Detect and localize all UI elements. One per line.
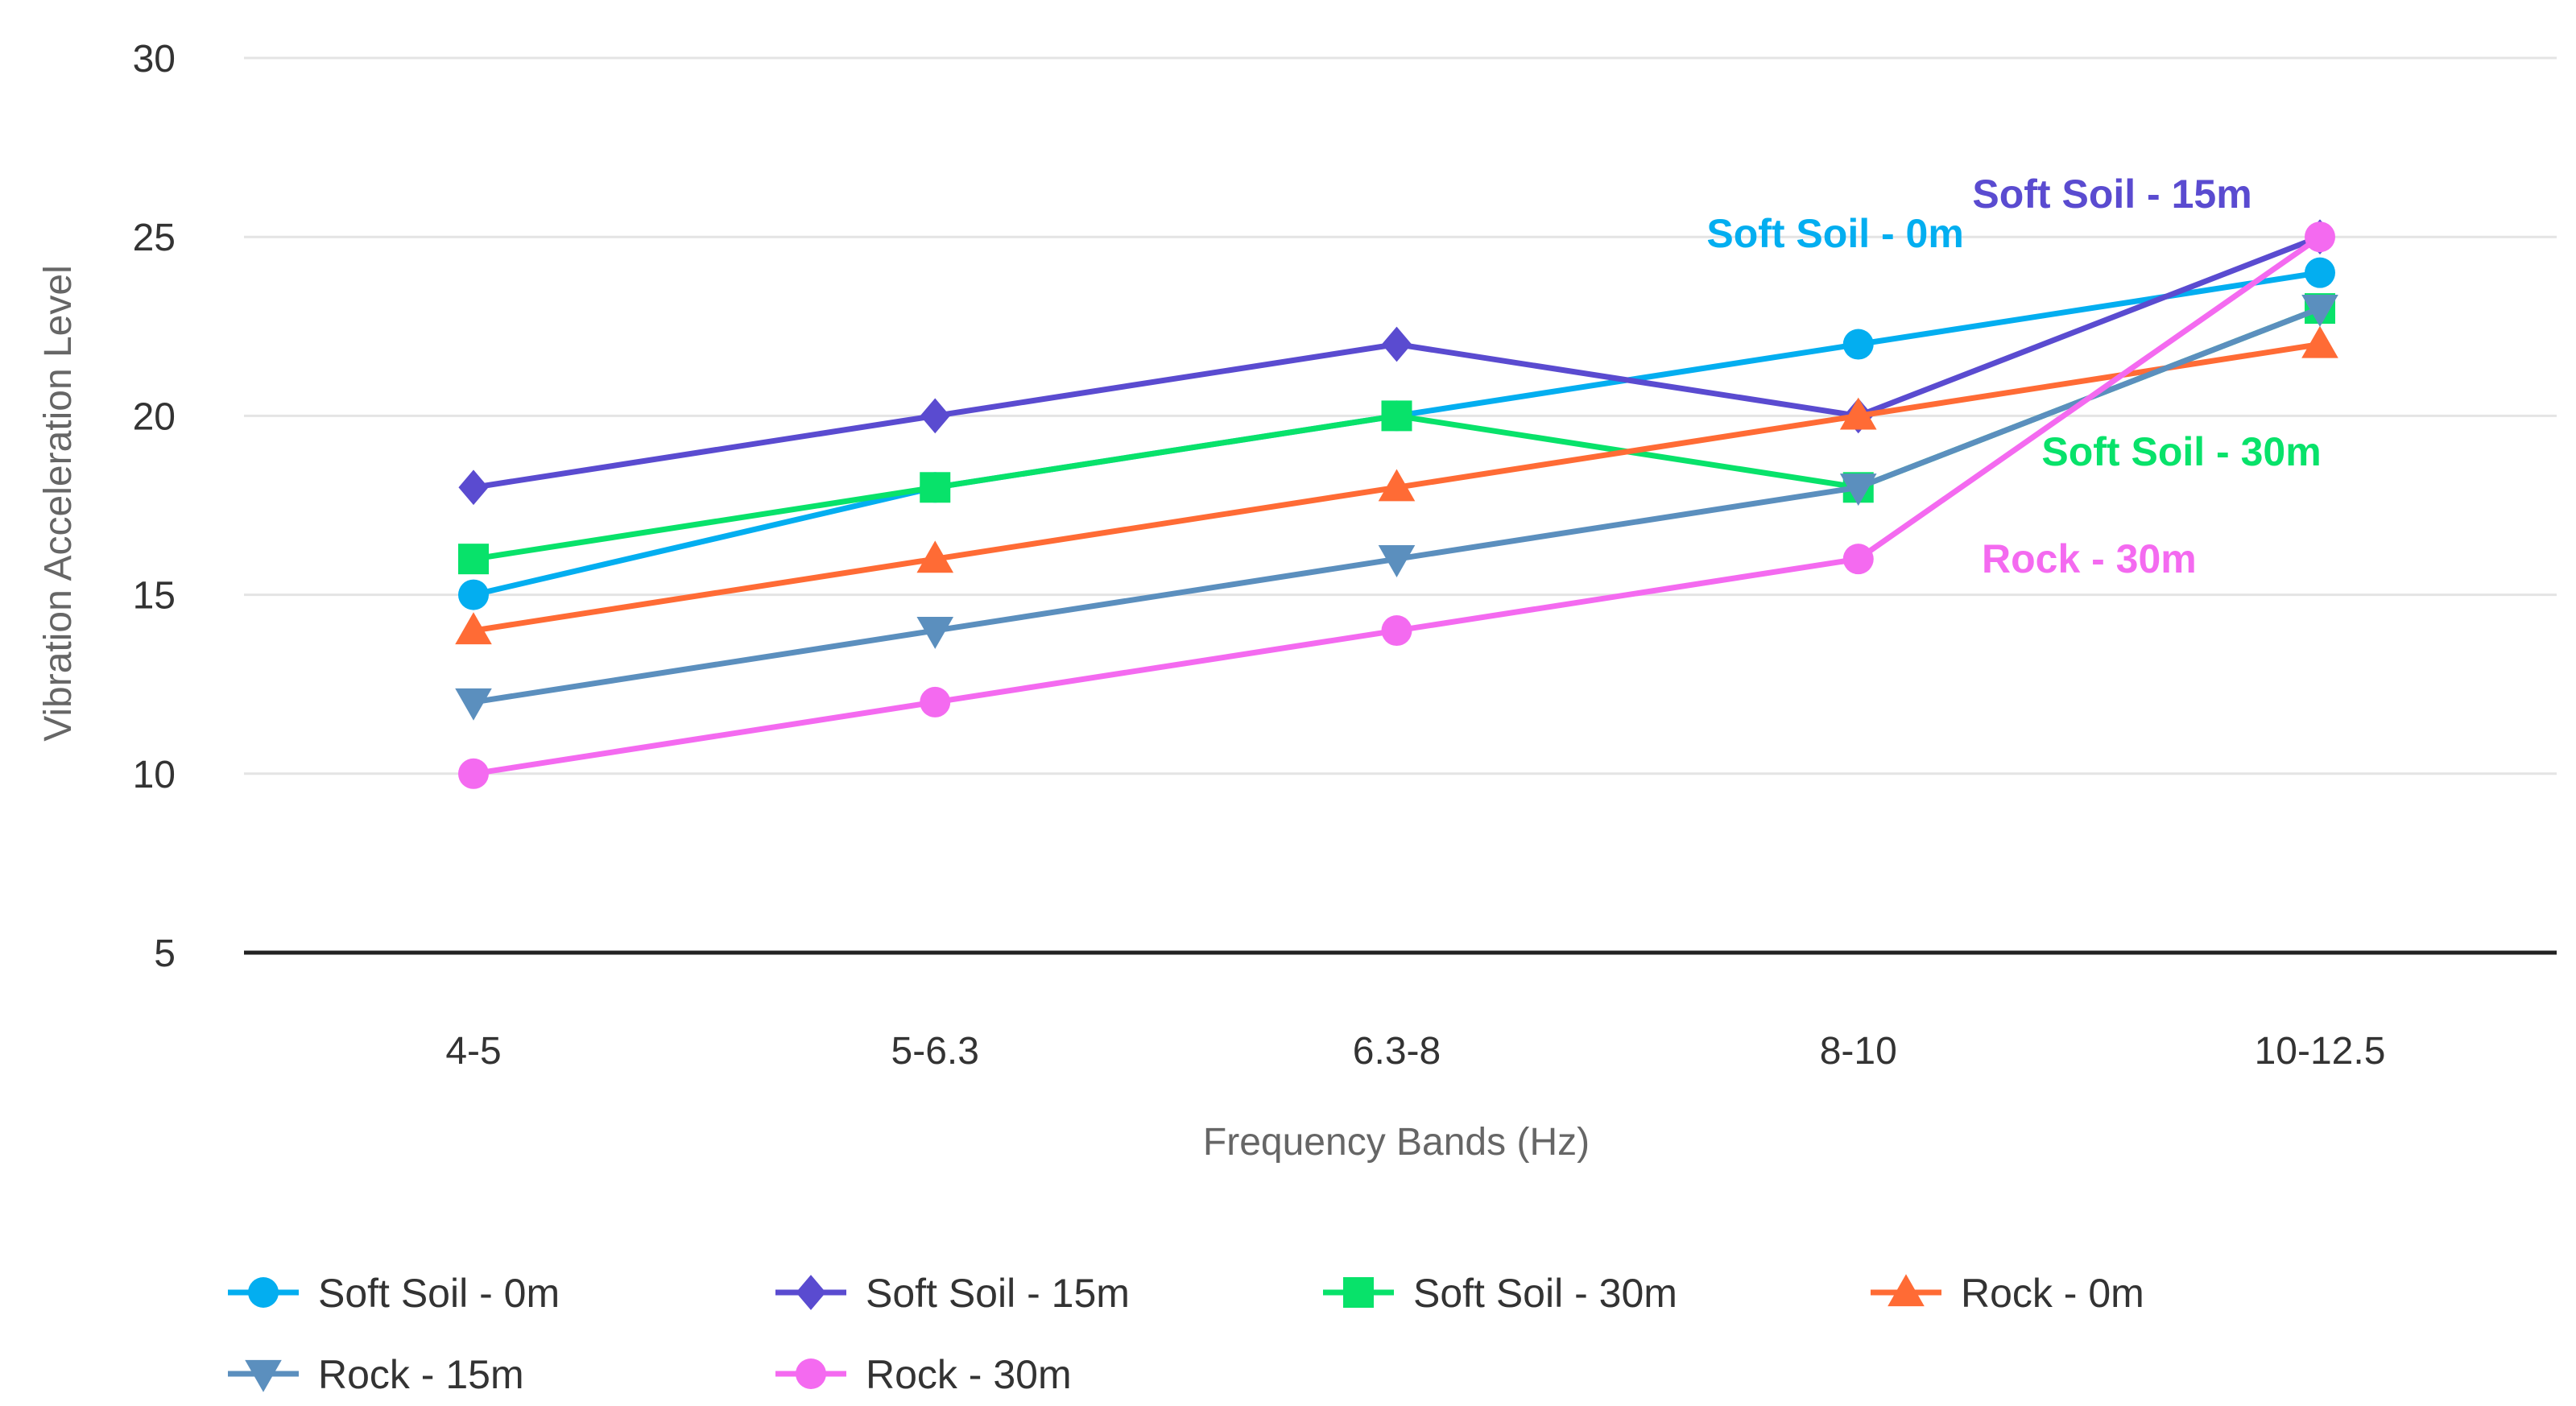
data-point: [455, 688, 492, 721]
data-point: [1842, 329, 1874, 360]
legend-label: Soft Soil - 0m: [318, 1271, 560, 1316]
legend-marker: [1343, 1277, 1374, 1308]
legend-item[interactable]: Rock - 15m: [228, 1352, 524, 1397]
data-point: [1378, 545, 1416, 577]
legend-marker: [245, 1359, 282, 1392]
legend-marker: [796, 1275, 826, 1310]
legend-item[interactable]: Rock - 0m: [1871, 1271, 2144, 1316]
data-point: [1842, 544, 1874, 575]
legend-item[interactable]: Rock - 30m: [775, 1352, 1072, 1397]
data-point: [458, 758, 489, 789]
data-point: [1381, 400, 1412, 432]
x-tick-label: 4-5: [445, 1030, 501, 1073]
y-tick-labels: 5 10 15 20 25 30: [133, 38, 176, 975]
data-point: [920, 398, 950, 434]
data-point: [1839, 397, 1877, 430]
annotation-label: Soft Soil - 30m: [2041, 429, 2321, 474]
legend-label: Rock - 15m: [318, 1352, 524, 1397]
data-point: [1839, 473, 1877, 507]
legend-marker: [796, 1358, 826, 1389]
annotation-label: Soft Soil - 0m: [1706, 211, 1963, 256]
y-tick-label: 20: [133, 395, 176, 438]
legend-label: Rock - 30m: [866, 1352, 1072, 1397]
x-tick-label: 10-12.5: [2255, 1030, 2386, 1073]
legend-item[interactable]: Soft Soil - 15m: [775, 1271, 1130, 1316]
data-point: [458, 544, 489, 575]
data-point: [2305, 221, 2335, 253]
legend-marker: [1888, 1274, 1925, 1307]
data-point: [1378, 469, 1416, 502]
x-tick-labels: 4-5 5-6.3 6.3-8 8-10 10-12.5: [445, 1030, 2385, 1073]
data-point: [920, 472, 951, 503]
data-point: [1381, 615, 1412, 647]
x-tick-label: 6.3-8: [1353, 1030, 1441, 1073]
y-tick-label: 10: [133, 754, 176, 796]
data-point: [2301, 294, 2338, 327]
series-4: [455, 294, 2338, 721]
data-point: [916, 540, 954, 573]
grid-lines: [244, 56, 2557, 955]
x-tick-label: 5-6.3: [891, 1030, 979, 1073]
series-5: [458, 221, 2335, 789]
x-axis-title: Frequency Bands (Hz): [1203, 1121, 1590, 1164]
y-axis-title: Vibration Acceleration Level: [37, 265, 80, 742]
data-point: [1381, 326, 1412, 362]
legend-marker: [248, 1277, 279, 1308]
data-point: [2305, 257, 2335, 288]
legend-label: Soft Soil - 15m: [866, 1271, 1130, 1316]
y-tick-label: 5: [154, 933, 176, 975]
data-point: [920, 686, 951, 717]
annotation-label: Soft Soil - 15m: [1972, 172, 2251, 217]
data-point: [2301, 325, 2338, 358]
legend-item[interactable]: Soft Soil - 30m: [1323, 1271, 1677, 1316]
y-tick-label: 30: [133, 38, 176, 81]
annotation-label: Rock - 30m: [1982, 536, 2197, 581]
y-tick-label: 15: [133, 575, 176, 618]
legend-label: Soft Soil - 30m: [1413, 1271, 1677, 1316]
y-tick-label: 25: [133, 217, 176, 259]
legend-item[interactable]: Soft Soil - 0m: [228, 1271, 560, 1316]
data-point: [458, 579, 489, 610]
data-point: [455, 612, 492, 645]
series-group: [455, 219, 2338, 789]
x-tick-label: 8-10: [1820, 1030, 1897, 1073]
data-point: [458, 469, 489, 506]
legend[interactable]: Soft Soil - 0m Soft Soil - 15m Soft Soil -…: [228, 1271, 2144, 1397]
data-point: [916, 616, 954, 649]
series-3: [455, 325, 2338, 645]
legend-label: Rock - 0m: [1961, 1271, 2144, 1316]
